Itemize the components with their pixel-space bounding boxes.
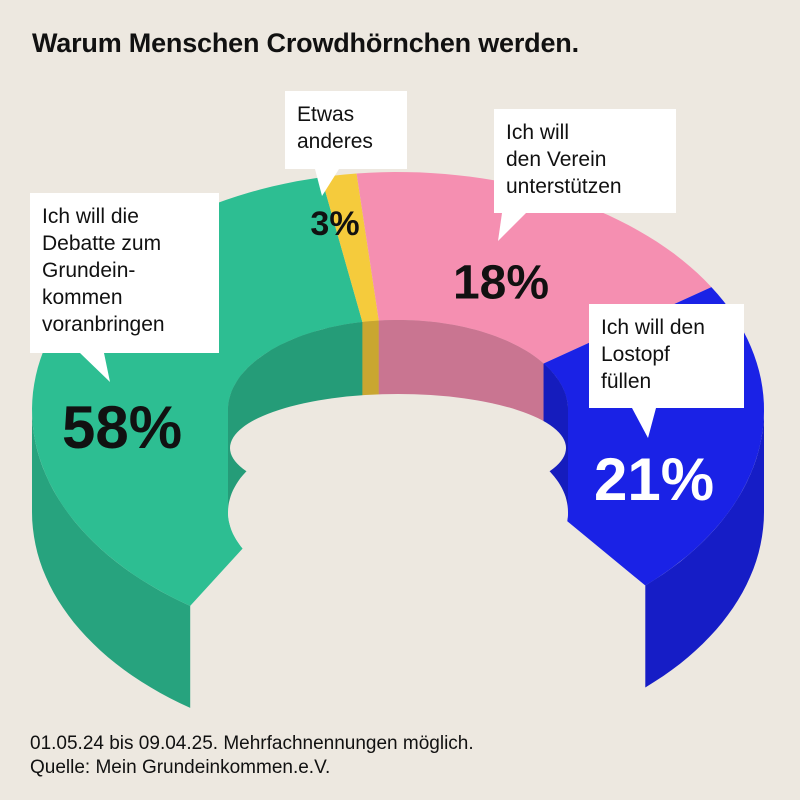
slice-label-line: füllen <box>601 370 651 393</box>
callout-box <box>494 109 676 213</box>
callout-box <box>30 193 219 353</box>
slice-value-label: 18% <box>453 257 549 310</box>
slice-value-label: 21% <box>594 446 714 513</box>
donut-slice <box>321 173 379 322</box>
callout-tail <box>498 213 526 241</box>
footer: 01.05.24 bis 09.04.25. Mehrfachnennungen… <box>30 732 474 780</box>
callout-tail <box>315 169 339 196</box>
slice-label-line: voranbringen <box>42 313 165 336</box>
slice-outer-wall <box>645 410 764 688</box>
slice-label-line: Ich will die <box>42 205 139 228</box>
footer-date-note: 01.05.24 bis 09.04.25. Mehrfachnennungen… <box>30 733 474 754</box>
callout-tail <box>632 408 656 438</box>
callout-tail <box>80 353 110 382</box>
callout-box <box>285 91 407 169</box>
slice-label-line: Ich will den <box>601 316 705 339</box>
slice-value-label: 3% <box>310 205 359 243</box>
donut-hole-front <box>228 410 568 602</box>
slice-label-line: anderes <box>297 130 373 153</box>
slice-value-label: 58% <box>62 394 182 461</box>
donut-hole-floor <box>230 394 566 502</box>
footer-source: Quelle: Mein Grundeinkommen.e.V. <box>30 757 331 778</box>
slice-outer-wall <box>32 410 191 708</box>
slice-label-line: den Verein <box>506 148 606 171</box>
slice-label-line: kommen <box>42 286 123 309</box>
slice-label-line: Etwas <box>297 103 354 126</box>
slice-label-line: Grundein- <box>42 259 135 282</box>
slice-label-line: Debatte zum <box>42 232 161 255</box>
chart-title: Warum Menschen Crowdhörnchen werden. <box>32 28 579 58</box>
slice-label-line: Ich will <box>506 121 569 144</box>
slice-label-line: unterstützen <box>506 175 622 198</box>
callout-box <box>589 304 744 408</box>
slice-label-line: Lostopf <box>601 343 670 366</box>
